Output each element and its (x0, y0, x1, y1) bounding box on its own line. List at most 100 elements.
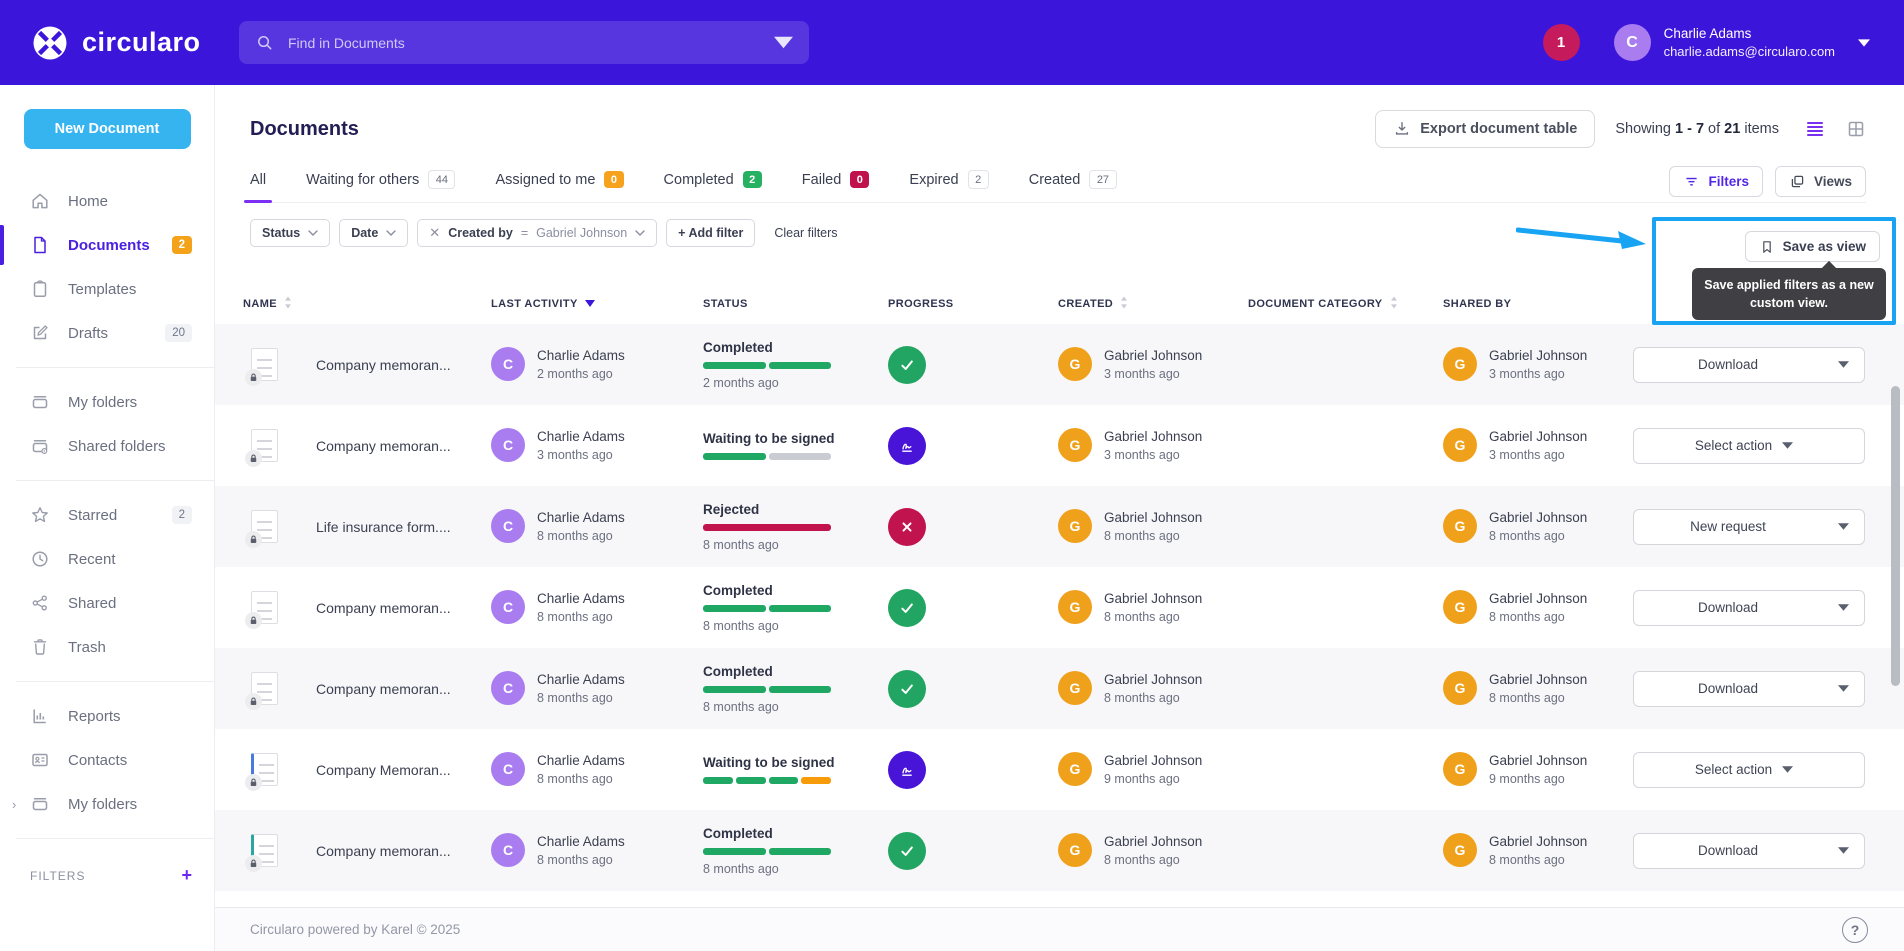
table-row[interactable]: Company memoran... C Charlie Adams 2 mon… (215, 324, 1904, 405)
table-row[interactable]: Company memoran... C Charlie Adams 8 mon… (215, 810, 1904, 891)
progress-bar (703, 604, 831, 612)
document-name[interactable]: Company memoran... (316, 842, 451, 859)
status-filter-chip[interactable]: Status (250, 218, 331, 247)
clear-filters-link[interactable]: Clear filters (774, 225, 838, 240)
table-row[interactable]: Life insurance form.... C Charlie Adams … (215, 486, 1904, 567)
action-dropdown-caret[interactable] (1822, 591, 1864, 625)
save-as-view-button[interactable]: Save as view (1744, 231, 1880, 262)
column-header-created[interactable]: CREATED (1058, 296, 1248, 312)
download-button[interactable]: Download (1633, 670, 1865, 707)
tab-expired[interactable]: Expired 2 (909, 170, 989, 202)
views-button-label: Views (1813, 174, 1852, 189)
tab-failed[interactable]: Failed 0 (802, 170, 870, 202)
created-by-filter-chip[interactable]: ✕ Created by = Gabriel Johnson (417, 218, 658, 247)
sidebar-item-trash[interactable]: Trash (0, 625, 214, 669)
sidebar-item-templates[interactable]: Templates (0, 267, 214, 311)
last-activity-cell: C Charlie Adams 2 months ago (491, 347, 703, 383)
table-row[interactable]: Company Memoran... C Charlie Adams 8 mon… (215, 729, 1904, 810)
table-row[interactable]: Company memoran... C Charlie Adams 3 mon… (215, 405, 1904, 486)
sidebar-item-shared[interactable]: Shared (0, 581, 214, 625)
sidebar-item-badge: 2 (171, 506, 192, 524)
table-row[interactable]: Company memoran... C Charlie Adams 8 mon… (215, 567, 1904, 648)
document-name[interactable]: Company memoran... (316, 356, 451, 373)
views-button[interactable]: Views (1774, 166, 1866, 197)
created-time: 8 months ago (1104, 529, 1180, 544)
download-button[interactable]: Download (1633, 346, 1865, 383)
document-name[interactable]: Company memoran... (316, 599, 451, 616)
tab-all[interactable]: All (243, 170, 273, 203)
tab-label: Expired (909, 171, 959, 188)
user-menu[interactable]: C Charlie Adams charlie.adams@circularo.… (1613, 24, 1870, 61)
created-time: 8 months ago (1104, 691, 1180, 706)
sidebar-item-my-folders[interactable]: My folders (0, 380, 214, 424)
lock-icon (245, 450, 262, 467)
export-document-table-button[interactable]: Export document table (1375, 110, 1596, 148)
sidebar-item-home[interactable]: Home (0, 179, 214, 223)
avatar: C (491, 428, 525, 463)
tab-waiting-for-others[interactable]: Waiting for others 44 (306, 170, 456, 202)
filters-button[interactable]: Filters (1669, 166, 1763, 197)
column-header-status[interactable]: STATUS (703, 298, 888, 310)
document-name[interactable]: Company Memoran... (316, 761, 451, 778)
avatar: G (1058, 590, 1092, 625)
document-icon (30, 235, 50, 255)
download-button[interactable]: Download (1633, 589, 1865, 626)
column-header-progress[interactable]: PROGRESS (888, 298, 1058, 310)
sidebar-item-starred[interactable]: Starred 2 (0, 493, 214, 537)
search-input[interactable] (288, 34, 774, 51)
new-request-button[interactable]: New request (1633, 508, 1865, 545)
column-header-document-category[interactable]: DOCUMENT CATEGORY (1248, 296, 1443, 312)
sidebar-item-recent[interactable]: Recent (0, 537, 214, 581)
add-filter-plus-icon[interactable]: + (181, 865, 192, 885)
add-filter-chip[interactable]: + Add filter (666, 218, 756, 247)
status-cell: Rejected 8 months ago (703, 502, 888, 552)
tab-completed[interactable]: Completed 2 (664, 170, 762, 202)
help-icon[interactable]: ? (1842, 916, 1868, 943)
document-name[interactable]: Company memoran... (316, 437, 451, 454)
sidebar-item-documents[interactable]: Documents 2 (0, 223, 214, 267)
search-scope-caret-icon[interactable] (774, 33, 793, 52)
column-header-name[interactable]: NAME (243, 296, 491, 312)
tab-count-badge: 44 (428, 170, 456, 189)
expand-chevron-icon[interactable]: › (12, 796, 17, 812)
sidebar-item-reports[interactable]: Reports (0, 694, 214, 738)
sidebar-item-drafts[interactable]: Drafts 20 (0, 311, 214, 355)
document-name[interactable]: Company memoran... (316, 680, 451, 697)
date-filter-chip[interactable]: Date (339, 218, 409, 247)
document-name[interactable]: Life insurance form.... (316, 518, 451, 535)
tab-count-badge: 0 (850, 171, 870, 188)
sidebar-item-label: Documents (68, 236, 150, 254)
notification-badge[interactable]: 1 (1542, 24, 1580, 61)
download-button[interactable]: Download (1633, 832, 1865, 869)
column-header-shared-by[interactable]: SHARED BY (1443, 298, 1633, 310)
select-action-button[interactable]: Select action (1633, 427, 1865, 464)
new-document-button[interactable]: New Document (23, 109, 191, 149)
grid-view-icon[interactable] (1846, 119, 1866, 139)
avatar: C (491, 752, 525, 787)
action-dropdown-caret[interactable] (1822, 348, 1864, 382)
lock-icon (245, 774, 262, 791)
tab-created[interactable]: Created 27 (1029, 170, 1117, 202)
table-row[interactable]: Company memoran... C Charlie Adams 8 mon… (215, 648, 1904, 729)
sidebar-item-shared-folders[interactable]: Shared folders (0, 424, 214, 468)
action-dropdown-caret[interactable] (1822, 510, 1864, 544)
check-status-icon (888, 588, 926, 627)
topbar-right: 1 C Charlie Adams charlie.adams@circular… (1542, 24, 1870, 61)
name-icon-cell (243, 834, 316, 872)
action-dropdown-caret[interactable] (1822, 834, 1864, 868)
user-email: charlie.adams@circularo.com (1663, 43, 1835, 59)
select-action-button[interactable]: Select action (1633, 751, 1865, 788)
sidebar-item-contacts[interactable]: Contacts (0, 738, 214, 782)
sidebar-item-my-folders[interactable]: › My folders (0, 782, 214, 826)
last-activity-cell: C Charlie Adams 8 months ago (491, 509, 703, 545)
vertical-scrollbar[interactable] (1891, 386, 1900, 686)
search-bar[interactable] (239, 21, 809, 64)
column-header-last-activity[interactable]: LAST ACTIVITY (491, 298, 703, 310)
remove-filter-icon[interactable]: ✕ (429, 224, 441, 240)
export-button-label: Export document table (1420, 121, 1578, 137)
app-logo[interactable]: circularo (30, 23, 215, 63)
list-view-icon[interactable] (1805, 119, 1825, 139)
tab-assigned-to-me[interactable]: Assigned to me 0 (495, 170, 624, 202)
action-label: Download (1697, 357, 1759, 372)
action-dropdown-caret[interactable] (1822, 672, 1864, 706)
